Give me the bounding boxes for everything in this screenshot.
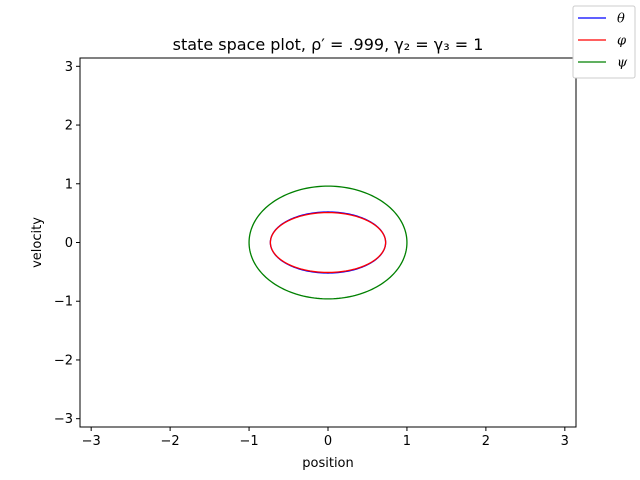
y-tick-label: 1	[65, 177, 73, 192]
legend-label-0: θ	[617, 12, 625, 27]
y-tick-label: 0	[65, 236, 73, 251]
plot-frame	[79, 57, 577, 428]
x-tick-label: −1	[239, 434, 258, 449]
x-tick-label: 2	[482, 434, 490, 449]
x-tick-label: 0	[324, 434, 332, 449]
y-tick-label: −1	[54, 295, 73, 310]
x-tick-label: 1	[403, 434, 411, 449]
y-tick-label: −2	[54, 353, 73, 368]
legend-frame	[572, 5, 636, 79]
series-line-1	[269, 211, 387, 274]
legend: θφψ	[572, 5, 636, 79]
series-layer	[248, 185, 408, 300]
y-tick-label: 3	[65, 60, 73, 75]
x-axis-label: position	[302, 456, 354, 471]
x-tick-label: −3	[82, 434, 101, 449]
y-tick-label: 2	[65, 119, 73, 134]
plot-area	[80, 58, 576, 427]
legend-label-1: φ	[617, 34, 627, 49]
legend-label-2: ψ	[617, 56, 628, 71]
x-tick-label: −2	[161, 434, 180, 449]
chart-title: state space plot, ρ′ = .999, γ₂ = γ₃ = 1	[173, 35, 484, 54]
y-tick-label: −3	[54, 412, 73, 427]
y-axis-label: velocity	[30, 217, 45, 268]
ticks-layer: −3 −2 −1 0 1 2 3 −3 −2 −1 0 1 2 3	[54, 60, 569, 449]
series-line-2	[248, 185, 408, 300]
x-tick-label: 3	[561, 434, 569, 449]
